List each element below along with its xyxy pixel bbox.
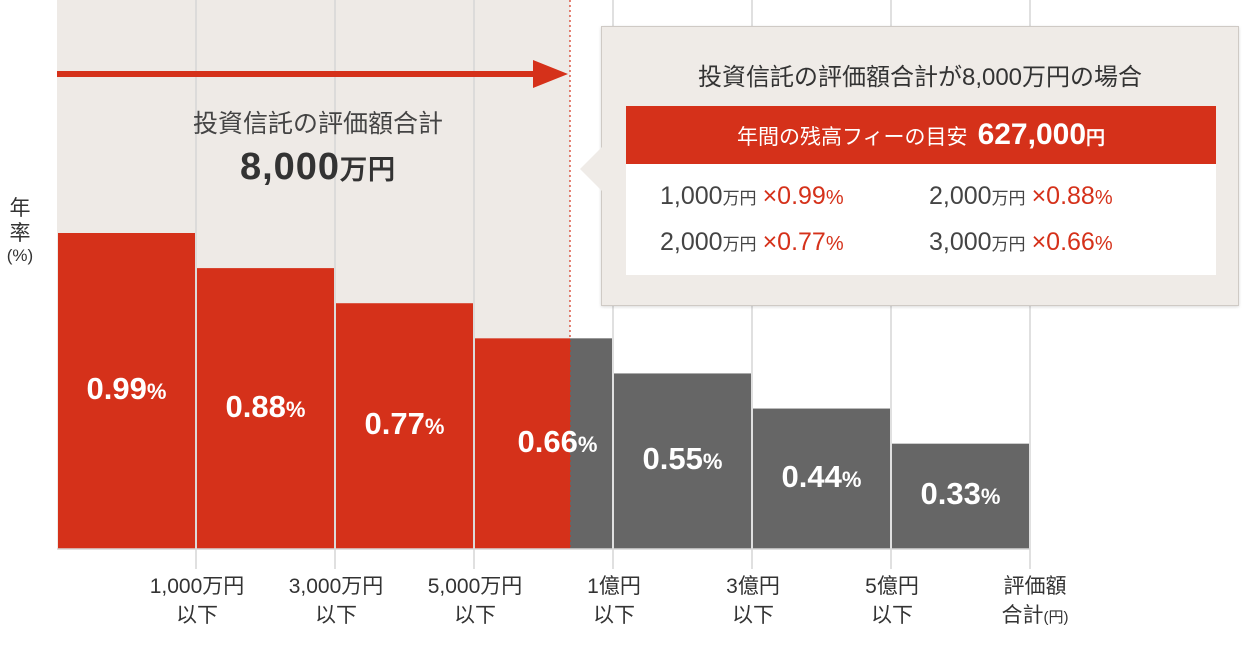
calc-rate-number: ×0.99 bbox=[762, 182, 826, 210]
calc-rate-number: ×0.88 bbox=[1031, 182, 1095, 210]
valuation-amount: 8,000万円 bbox=[168, 146, 468, 189]
x-tick-label: 3,000万円 以下 bbox=[271, 572, 401, 630]
y-axis-unit: (%) bbox=[6, 246, 34, 265]
x-tick-line2: 以下 bbox=[732, 604, 774, 627]
bar bbox=[336, 303, 473, 549]
bar bbox=[570, 338, 612, 549]
popup-pointer bbox=[580, 147, 602, 191]
x-tick-line2: 以下 bbox=[454, 604, 496, 627]
bar-value-label: 0.66% bbox=[488, 424, 628, 460]
calc-rate-percent: % bbox=[825, 233, 844, 255]
x-tick-line1: 1億円 bbox=[587, 575, 641, 598]
fee-estimate-label: 年間の残高フィーの目安 bbox=[736, 126, 968, 149]
bar-value-percent: % bbox=[146, 379, 167, 404]
bar bbox=[475, 338, 570, 549]
fee-estimate-value: 627,000 bbox=[977, 118, 1087, 151]
calc-item: 2,000万円 ×0.88% bbox=[929, 182, 1113, 211]
bar-value-number: 0.44 bbox=[781, 458, 842, 494]
calc-rate-number: ×0.77 bbox=[762, 228, 826, 256]
bar-value-number: 0.88 bbox=[225, 388, 286, 424]
bar bbox=[614, 373, 751, 549]
valuation-amount-unit: 万円 bbox=[340, 155, 397, 185]
calc-amount: 3,000 bbox=[929, 228, 992, 256]
x-tick-line1: 3億円 bbox=[726, 575, 780, 598]
x-axis-title-line2: 合計 bbox=[1001, 604, 1044, 627]
bar-value-percent: % bbox=[702, 449, 723, 475]
calc-rate-percent: % bbox=[825, 187, 844, 209]
x-axis-title-unit: (円) bbox=[1043, 609, 1069, 626]
x-tick-label: 3億円以下 bbox=[688, 572, 818, 630]
bar-value-number: 0.66 bbox=[517, 423, 578, 459]
bar-value-label: 0.44% bbox=[752, 459, 892, 495]
bar-value-label: 0.88% bbox=[196, 389, 336, 425]
x-tick-label: 5,000万円 以下 bbox=[410, 572, 540, 630]
x-axis-title: 評価額合計(円) bbox=[970, 572, 1100, 632]
x-tick-line1: 1,000万円 bbox=[149, 575, 245, 598]
x-tick-line2: 以下 bbox=[176, 604, 218, 627]
bar-value-number: 0.55 bbox=[642, 441, 703, 477]
x-tick-line2: 以下 bbox=[871, 604, 913, 627]
calc-rate-number: ×0.66 bbox=[1031, 228, 1095, 256]
calc-amount: 1,000 bbox=[660, 182, 723, 210]
bar bbox=[58, 233, 195, 549]
x-tick-line2: 以下 bbox=[593, 604, 635, 627]
popup-title: 投資信託の評価額合計が8,000万円の場合 bbox=[697, 64, 1143, 91]
calc-rate: ×0.99% bbox=[763, 182, 844, 210]
calc-amount: 2,000 bbox=[929, 182, 992, 210]
y-axis-title: 年率 bbox=[9, 197, 31, 245]
calc-rate: ×0.66% bbox=[1032, 228, 1113, 256]
fee-estimate-bar: 年間の残高フィーの目安 627,000円 bbox=[626, 106, 1216, 164]
calc-unit: 万円 bbox=[991, 189, 1026, 208]
calc-rate: ×0.88% bbox=[1032, 182, 1113, 210]
calc-unit: 万円 bbox=[722, 235, 757, 254]
calc-item: 3,000万円 ×0.66% bbox=[929, 228, 1113, 257]
x-tick-label: 5億円以下 bbox=[827, 572, 957, 630]
bar-value-percent: % bbox=[577, 431, 598, 457]
x-tick-line1: 5億円 bbox=[865, 575, 919, 598]
bar bbox=[197, 268, 334, 549]
bar-value-percent: % bbox=[841, 466, 862, 492]
bar-value-label: 0.99% bbox=[57, 371, 197, 407]
x-tick-label: 1億円以下 bbox=[549, 572, 679, 630]
x-tick-label: 1,000万円 以下 bbox=[132, 572, 262, 630]
bar-value-label: 0.77% bbox=[335, 406, 475, 442]
bar-value-number: 0.77 bbox=[364, 406, 425, 442]
bar-value-percent: % bbox=[980, 484, 1001, 510]
x-tick-line1: 3,000万円 bbox=[288, 575, 384, 598]
bar bbox=[892, 443, 1029, 549]
valuation-amount-number: 8,000 bbox=[239, 146, 341, 188]
fee-example-popup: 投資信託の評価額合計が8,000万円の場合 年間の残高フィーの目安 627,000… bbox=[580, 26, 1239, 306]
x-axis-title-line1: 評価額 bbox=[1003, 575, 1067, 598]
bar-value-label: 0.33% bbox=[891, 476, 1031, 512]
x-tick-line1: 5,000万円 bbox=[427, 575, 523, 598]
bar-value-number: 0.33 bbox=[920, 476, 981, 512]
fee-estimate-unit: 円 bbox=[1086, 128, 1106, 149]
bar-value-label: 0.55% bbox=[613, 441, 753, 477]
x-tick-line2: 以下 bbox=[315, 604, 357, 627]
valuation-caption: 投資信託の評価額合計 bbox=[192, 110, 443, 138]
calc-item: 2,000万円 ×0.77% bbox=[660, 228, 844, 257]
bar bbox=[753, 408, 890, 549]
bar-value-percent: % bbox=[285, 396, 306, 422]
calc-item: 1,000万円 ×0.99% bbox=[660, 182, 844, 211]
calc-unit: 万円 bbox=[991, 235, 1026, 254]
fee-calculation-box: 1,000万円 ×0.99% 2,000万円 ×0.88% 2,000万円 ×0.77… bbox=[626, 164, 1216, 275]
bar-value-percent: % bbox=[424, 414, 445, 440]
calc-rate-percent: % bbox=[1094, 187, 1113, 209]
calc-rate: ×0.77% bbox=[763, 228, 844, 256]
calc-amount: 2,000 bbox=[660, 228, 723, 256]
calc-rate-percent: % bbox=[1094, 233, 1113, 255]
valuation-annotation: 投資信託の評価額合計 8,000万円 bbox=[168, 104, 468, 189]
calc-unit: 万円 bbox=[722, 189, 757, 208]
valuation-arrow-head bbox=[533, 60, 568, 88]
y-axis-label: 年率 (%) bbox=[0, 196, 40, 266]
bar-value-number: 0.99 bbox=[86, 371, 147, 406]
